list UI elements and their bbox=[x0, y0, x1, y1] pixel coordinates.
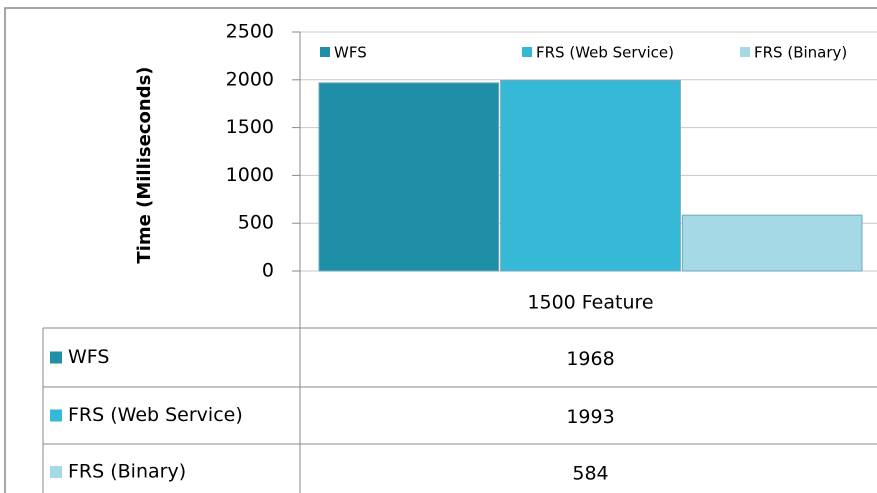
legend-key bbox=[740, 47, 750, 57]
y-tick-label: 2000 bbox=[226, 68, 274, 90]
legend-label: FRS (Binary) bbox=[754, 44, 847, 62]
legend-label: WFS bbox=[334, 44, 367, 62]
legend-key bbox=[50, 352, 62, 364]
y-tick-label: 1000 bbox=[226, 164, 274, 186]
chart: Time (Milliseconds) 0 500 1000 1500 2000 2500… bbox=[0, 0, 877, 493]
table-row-label: WFS bbox=[68, 346, 109, 368]
legend-label: FRS (Web Service) bbox=[536, 44, 674, 62]
y-tick-label: 500 bbox=[238, 212, 274, 234]
table-value: 1993 bbox=[566, 406, 614, 428]
bar bbox=[319, 83, 499, 271]
x-tick-label: 1500 Feature bbox=[527, 292, 653, 314]
table-value: 584 bbox=[572, 463, 608, 485]
bar bbox=[501, 80, 681, 271]
table-row-label: FRS (Web Service) bbox=[68, 404, 243, 426]
table-value: 1968 bbox=[566, 348, 614, 370]
legend-key bbox=[50, 410, 62, 422]
y-tick-label: 0 bbox=[262, 260, 274, 282]
y-tick-label: 1500 bbox=[226, 116, 274, 138]
legend-key bbox=[522, 47, 532, 57]
legend-key bbox=[50, 466, 62, 478]
y-tick-label: 2500 bbox=[226, 21, 274, 43]
y-axis-label: Time (Milliseconds) bbox=[134, 66, 155, 263]
legend-key bbox=[320, 47, 330, 57]
table-row-label: FRS (Binary) bbox=[68, 461, 186, 483]
bar bbox=[682, 215, 862, 271]
